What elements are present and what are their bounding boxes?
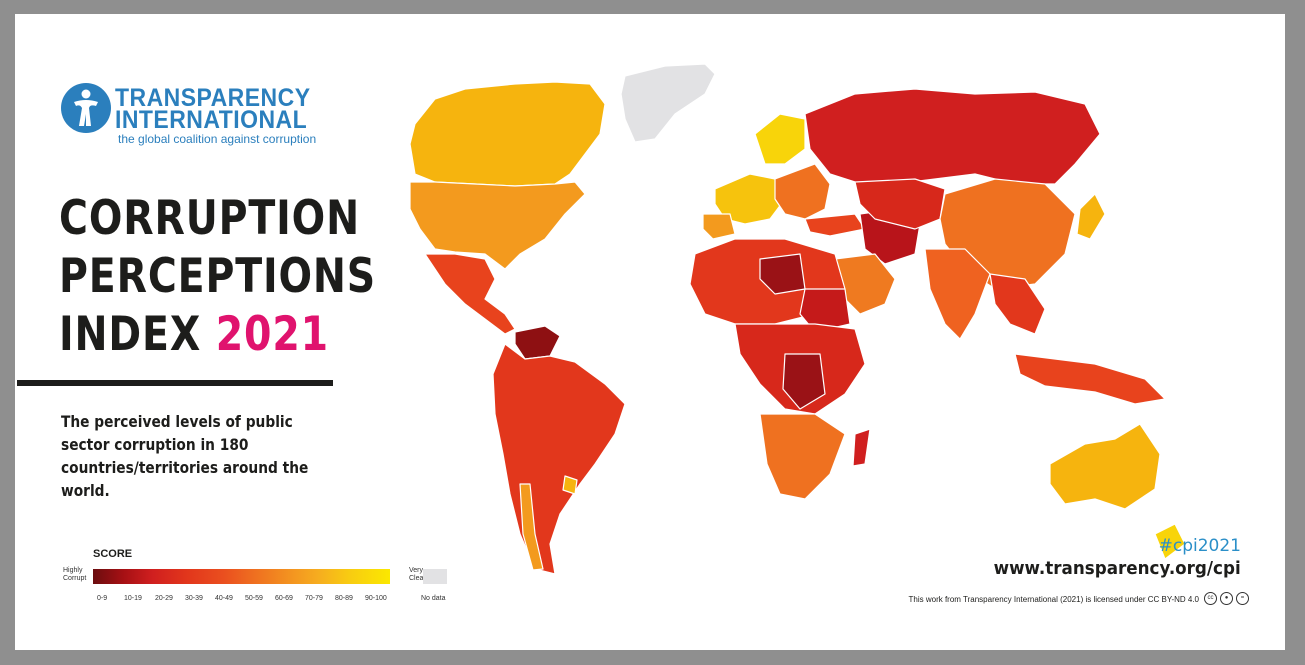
legend-range-0: 0-9 bbox=[97, 595, 108, 602]
region-central-asia bbox=[854, 178, 946, 230]
region-chile bbox=[519, 483, 544, 571]
region-scandinavia bbox=[754, 113, 806, 165]
legend-range-8: 80-89 bbox=[335, 595, 353, 602]
region-madagascar bbox=[852, 428, 871, 467]
legend-range-1: 10-19 bbox=[124, 595, 142, 602]
legend-range-4: 40-49 bbox=[215, 595, 233, 602]
infographic-card: TRANSPARENCY INTERNATIONAL the global co… bbox=[15, 14, 1285, 650]
legend-low-end-label: Highly Corrupt bbox=[63, 567, 86, 583]
region-new-zealand bbox=[1154, 523, 1186, 560]
region-australia bbox=[1049, 423, 1161, 510]
title-line-2: PERCEPTIONS bbox=[59, 249, 377, 304]
region-venezuela bbox=[514, 325, 561, 360]
region-southern-africa bbox=[759, 413, 846, 500]
legend-range-5: 50-59 bbox=[245, 595, 263, 602]
ti-person-globe-icon bbox=[61, 83, 111, 133]
legend-color-bar bbox=[93, 569, 390, 584]
region-turkey bbox=[804, 213, 866, 237]
region-western-europe bbox=[714, 173, 786, 225]
legend-range-6: 60-69 bbox=[275, 595, 293, 602]
legend-high-end-line2: Clean bbox=[409, 575, 428, 582]
region-uruguay bbox=[562, 475, 578, 495]
legend-range-3: 30-39 bbox=[185, 595, 203, 602]
website-link[interactable]: www.transparency.org/cpi bbox=[993, 558, 1241, 579]
legend-high-end-line1: Very bbox=[409, 567, 424, 574]
by-icon: ● bbox=[1220, 592, 1233, 605]
score-legend: SCORE Highly Corrupt Very Clean 0-9 10-1… bbox=[63, 548, 463, 608]
region-eastern-europe bbox=[774, 163, 831, 220]
legend-range-9: 90-100 bbox=[365, 595, 387, 602]
logo-tagline: the global coalition against corruption bbox=[118, 132, 317, 146]
title-word-index: INDEX bbox=[59, 307, 202, 362]
region-canada bbox=[409, 81, 606, 187]
region-drc bbox=[782, 353, 826, 410]
title-year: 2021 bbox=[215, 307, 329, 362]
title-line-1: CORRUPTION bbox=[59, 191, 360, 246]
region-iberia bbox=[702, 213, 736, 240]
legend-title: SCORE bbox=[93, 548, 133, 560]
region-russia bbox=[804, 88, 1101, 185]
nd-icon: = bbox=[1236, 592, 1249, 605]
description-text: The perceived levels of public sector co… bbox=[61, 412, 309, 500]
hashtag-link[interactable]: #cpi2021 bbox=[1158, 536, 1241, 556]
cc-icon: cc bbox=[1204, 592, 1217, 605]
region-mexico bbox=[424, 253, 516, 335]
legend-low-end-line1: Highly bbox=[63, 567, 83, 574]
logo-text-line2: INTERNATIONAL bbox=[115, 106, 308, 134]
region-india bbox=[924, 248, 991, 340]
legend-low-end-line2: Corrupt bbox=[63, 575, 87, 582]
legend-range-7: 70-79 bbox=[305, 595, 323, 602]
legend-no-data-label: No data bbox=[421, 595, 446, 602]
legend-no-data-swatch bbox=[423, 569, 447, 584]
region-indonesia bbox=[1014, 353, 1166, 405]
region-south-america bbox=[492, 343, 626, 575]
region-japan bbox=[1076, 193, 1106, 240]
legend-range-2: 20-29 bbox=[155, 595, 173, 602]
region-usa bbox=[409, 181, 586, 270]
logo-text-line1: TRANSPARENCY bbox=[115, 84, 311, 112]
region-se-asia bbox=[989, 273, 1046, 335]
title-divider bbox=[17, 380, 333, 386]
world-map bbox=[409, 63, 1186, 575]
license-text: This work from Transparency Internationa… bbox=[908, 595, 1200, 604]
region-libya bbox=[759, 253, 806, 295]
region-greenland bbox=[620, 63, 716, 143]
title-line-3: INDEX 2021 bbox=[59, 308, 329, 362]
legend-high-end-label: Very Clean bbox=[409, 567, 427, 583]
